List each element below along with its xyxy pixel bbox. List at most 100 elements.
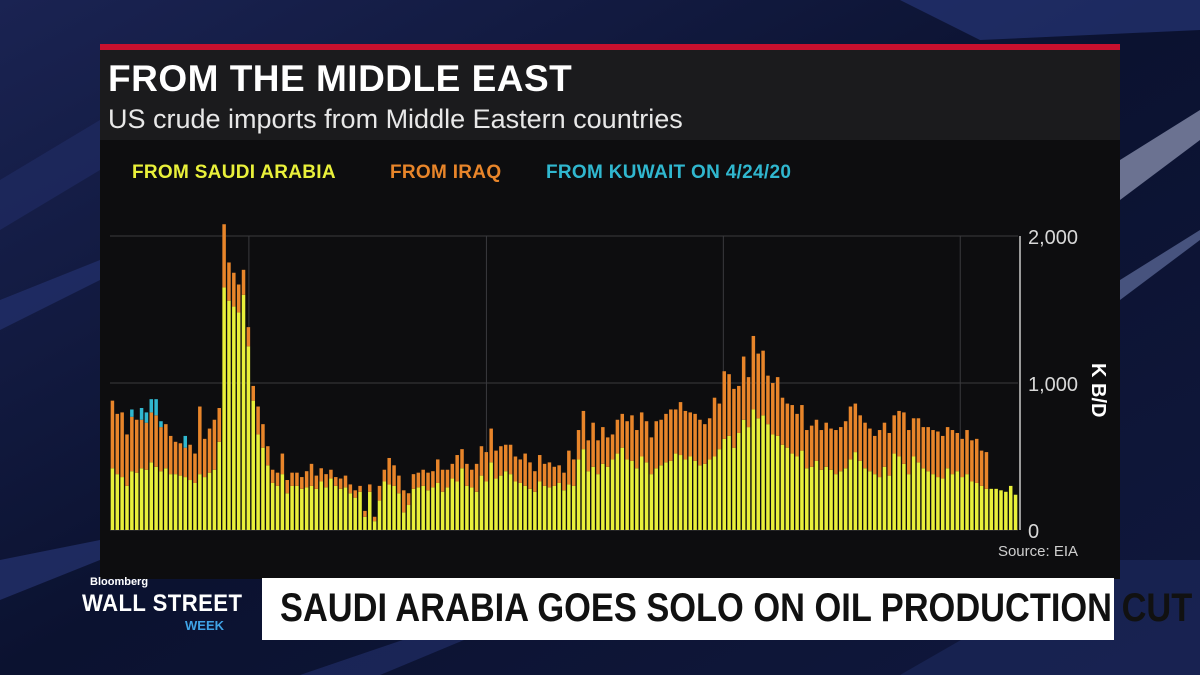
chart-panel: FROM THE MIDDLE EAST US crude imports fr… <box>100 44 1120 579</box>
bar-iraq <box>659 419 663 466</box>
bar-iraq <box>698 419 702 466</box>
bar-saudi <box>1013 494 1018 530</box>
bar-saudi <box>295 485 299 530</box>
bar-saudi <box>300 488 304 530</box>
bar-iraq <box>834 430 838 475</box>
bar-saudi <box>644 462 649 530</box>
bar-iraq <box>290 472 294 486</box>
bar-saudi <box>586 471 591 530</box>
bar-iraq <box>877 430 882 478</box>
bar-iraq <box>775 377 780 436</box>
bar-saudi <box>999 490 1003 530</box>
bar-iraq <box>261 424 265 448</box>
bar-iraq <box>198 406 202 475</box>
bar-iraq <box>275 472 280 486</box>
bar-saudi <box>814 460 819 530</box>
bar-iraq <box>897 410 901 457</box>
bar-saudi <box>843 468 848 530</box>
bar-iraq <box>955 432 960 472</box>
bar-iraq <box>217 407 221 442</box>
bar-iraq <box>567 450 571 485</box>
bar-iraq <box>571 459 576 486</box>
bar-iraq <box>737 385 741 433</box>
bar-saudi <box>455 481 459 530</box>
bar-saudi <box>664 462 668 530</box>
bar-saudi <box>916 462 921 530</box>
bar-iraq <box>688 412 692 457</box>
bar-kuwait <box>130 409 134 417</box>
bar-iraq <box>610 434 615 460</box>
bar-saudi <box>431 487 435 530</box>
bar-iraq <box>377 485 382 501</box>
bar-iraq <box>251 385 255 401</box>
bar-iraq <box>188 444 192 481</box>
bar-iraq <box>533 471 537 492</box>
bar-saudi <box>974 482 979 530</box>
bar-saudi <box>630 460 634 530</box>
bar-iraq <box>159 427 163 472</box>
bar-saudi <box>523 485 527 530</box>
bar-iraq <box>324 474 328 488</box>
bar-saudi <box>863 468 867 530</box>
bar-iraq <box>542 463 547 486</box>
bar-saudi <box>669 460 673 530</box>
bar-saudi <box>955 471 960 530</box>
bar-saudi <box>528 488 532 530</box>
bar-saudi <box>780 444 785 530</box>
bar-saudi <box>421 485 425 530</box>
bar-saudi <box>479 475 484 530</box>
bar-saudi <box>183 477 188 530</box>
bar-saudi <box>343 487 348 530</box>
bar-iraq <box>843 421 848 469</box>
bar-iraq <box>431 471 435 488</box>
bar-iraq <box>256 406 260 435</box>
bar-iraq <box>819 430 824 470</box>
bar-saudi <box>829 469 833 530</box>
bar-saudi <box>800 450 804 530</box>
bar-iraq <box>173 441 178 475</box>
bar-saudi <box>222 287 226 530</box>
bar-saudi <box>246 346 251 530</box>
bar-saudi <box>673 453 678 530</box>
bar-iraq <box>649 437 654 475</box>
x-tick-label: 2021 <box>463 538 510 540</box>
bar-iraq <box>950 430 955 475</box>
bar-iraq <box>426 472 430 491</box>
bar-iraq <box>581 410 586 450</box>
bar-iraq <box>965 430 969 475</box>
bar-saudi <box>610 459 615 530</box>
show-name-sub: WEEK <box>185 618 224 633</box>
bar-saudi <box>911 456 916 530</box>
bar-iraq <box>489 428 493 463</box>
bar-saudi <box>547 487 552 530</box>
bar-saudi <box>368 491 372 530</box>
bar-iraq <box>557 465 561 483</box>
bar-saudi <box>338 488 343 530</box>
bar-saudi <box>348 493 353 530</box>
bar-iraq <box>411 474 416 489</box>
y-axis-label: K B/D <box>1087 363 1109 417</box>
bar-iraq <box>460 449 464 469</box>
bar-kuwait <box>149 399 154 413</box>
bar-saudi <box>620 447 625 530</box>
bar-iraq <box>882 422 887 467</box>
bar-saudi <box>110 468 115 530</box>
bar-saudi <box>596 474 600 530</box>
bar-saudi <box>387 484 391 530</box>
bar-iraq <box>911 418 916 457</box>
bar-saudi <box>625 459 629 530</box>
header-band: FROM THE MIDDLE EAST US crude imports fr… <box>100 50 1120 140</box>
bar-saudi <box>635 468 639 530</box>
bar-iraq <box>309 463 314 486</box>
bar-iraq <box>513 456 518 482</box>
bar-saudi <box>766 424 770 530</box>
bar-saudi <box>790 453 794 530</box>
bar-saudi <box>397 493 401 530</box>
headline: SAUDI ARABIA GOES SOLO ON OIL PRODUCTION… <box>280 586 1193 630</box>
bar-saudi <box>678 455 683 530</box>
bar-iraq <box>523 453 527 486</box>
bar-iraq <box>664 413 668 463</box>
bar-saudi <box>251 400 255 530</box>
bar-kuwait <box>159 421 163 428</box>
bar-iraq <box>392 465 396 486</box>
